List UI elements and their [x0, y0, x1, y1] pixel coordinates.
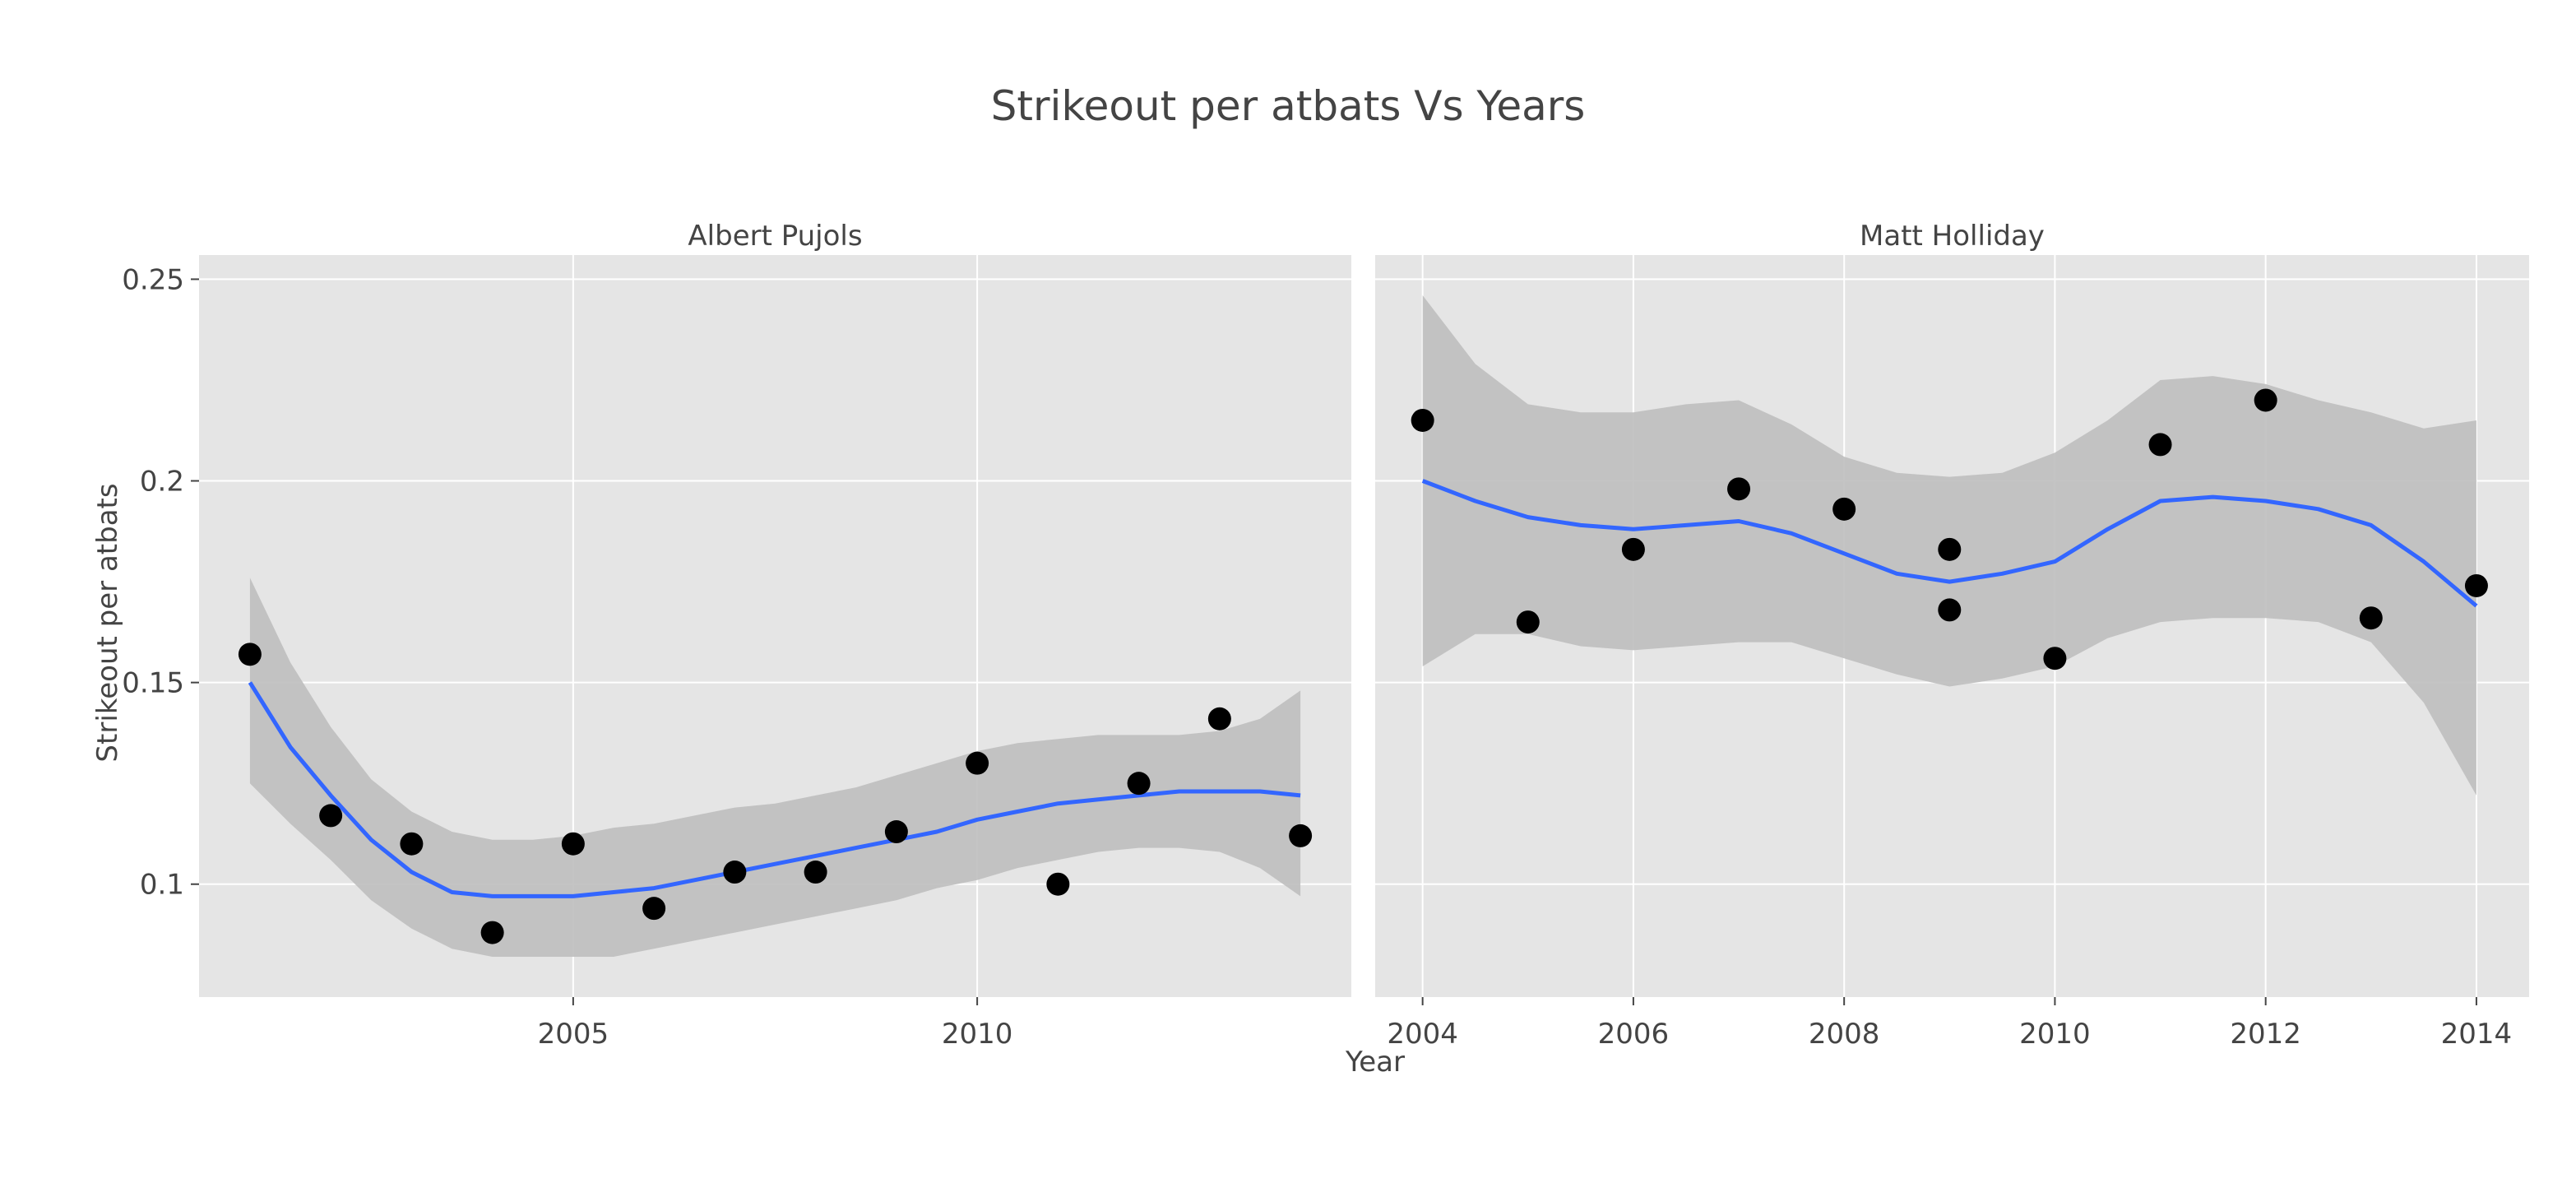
chart-title: Strikeout per atbats Vs Years — [991, 82, 1586, 130]
y-tick-label: 0.2 — [140, 466, 184, 499]
x-tick-label: 2010 — [2019, 1018, 2091, 1051]
smooth-line — [248, 681, 1301, 898]
y-axis: 0.1 0.15 0.2 0.25 — [122, 263, 199, 902]
data-point — [1411, 408, 1434, 432]
x-tick-label: 2005 — [538, 1018, 609, 1051]
x-tick-label: 2010 — [942, 1018, 1013, 1051]
data-point — [1046, 872, 1070, 896]
confidence-band — [249, 578, 1301, 957]
data-point — [238, 643, 262, 666]
data-point — [2464, 573, 2488, 597]
data-point — [2254, 388, 2277, 412]
y-tick-label: 0.1 — [140, 869, 184, 902]
panel-matt-holliday: 2004 2006 2008 2010 2012 2014 Matt Holliday — [1375, 220, 2529, 1051]
y-axis-title: Strikeout per atbats — [91, 483, 124, 762]
data-point — [642, 897, 666, 921]
data-point — [1832, 497, 1856, 521]
data-point — [400, 832, 424, 856]
facet-label: Matt Holliday — [1860, 220, 2045, 253]
data-point — [723, 861, 747, 884]
data-point — [966, 751, 989, 775]
smooth-line — [1421, 479, 2478, 608]
data-point — [319, 804, 343, 828]
x-tick-label: 2014 — [2441, 1018, 2513, 1051]
x-axis-title: Year — [1345, 1046, 1405, 1079]
data-point — [1938, 537, 1962, 561]
data-point — [1127, 772, 1151, 796]
data-point — [804, 861, 827, 884]
data-point — [1289, 824, 1313, 847]
data-point — [1727, 477, 1751, 501]
panel-albert-pujols: 2005 2010 Albert Pujols — [199, 220, 1351, 1051]
data-point — [1516, 610, 1540, 634]
x-tick-label: 2004 — [1387, 1018, 1458, 1051]
data-point — [1207, 707, 1231, 731]
data-point — [2043, 647, 2067, 670]
y-tick-label: 0.25 — [122, 263, 184, 296]
data-point — [1938, 598, 1962, 622]
x-tick-label: 2012 — [2230, 1018, 2301, 1051]
x-tick-label: 2006 — [1598, 1018, 1670, 1051]
data-point — [1621, 537, 1645, 561]
data-point — [884, 820, 908, 844]
data-point — [2359, 606, 2383, 630]
data-point — [480, 921, 504, 944]
y-tick-label: 0.15 — [122, 667, 184, 700]
data-point — [2148, 433, 2172, 457]
data-point — [561, 832, 585, 856]
x-tick-label: 2008 — [1809, 1018, 1880, 1051]
facet-label: Albert Pujols — [688, 220, 862, 253]
